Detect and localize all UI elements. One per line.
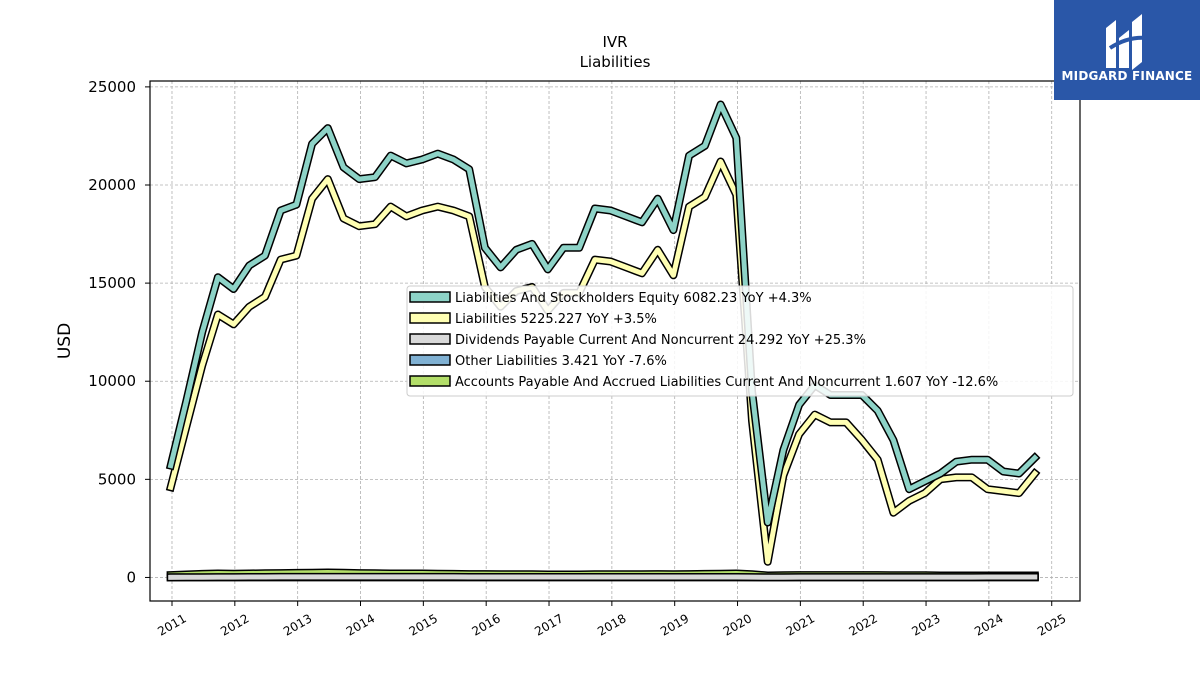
x-tick-label: 2015 — [407, 611, 440, 638]
legend-swatch — [409, 291, 451, 303]
legend-label: Dividends Payable Current And Noncurrent… — [455, 333, 866, 348]
series-1 — [165, 100, 1041, 527]
legend-swatch — [409, 333, 451, 345]
x-tick-label: 2012 — [218, 611, 251, 638]
x-tick-label: 2011 — [155, 611, 188, 638]
x-tick-label: 2022 — [846, 611, 879, 638]
x-tick-label: 2018 — [595, 611, 628, 638]
y-tick-label: 15000 — [88, 274, 136, 292]
series-2 — [165, 157, 1041, 566]
legend: Liabilities And Stockholders Equity 6082… — [406, 285, 1074, 397]
x-tick-label: 2021 — [784, 611, 817, 638]
legend-swatch — [409, 375, 451, 387]
chart-title: IVR — [602, 33, 627, 51]
x-tick-label: 2016 — [469, 611, 502, 638]
legend-label: Accounts Payable And Accrued Liabilities… — [455, 375, 998, 390]
legend-swatch — [409, 354, 451, 366]
x-tick-label: 2013 — [281, 611, 314, 638]
brand-mark-icon — [1106, 14, 1149, 70]
legend-label: Liabilities 5225.227 YoY +3.5% — [455, 312, 657, 327]
chart-subtitle: Liabilities — [580, 53, 651, 71]
series-line — [167, 102, 1039, 525]
x-tick-label: 2020 — [721, 611, 754, 638]
y-tick-label: 20000 — [88, 176, 136, 194]
y-tick-label: 5000 — [98, 470, 136, 488]
series-line — [167, 159, 1039, 565]
legend-box — [406, 285, 1074, 397]
y-tick-label: 0 — [126, 568, 136, 586]
legend-label: Other Liabilities 3.421 YoY -7.6% — [455, 354, 667, 369]
brand-name: MIDGARD FINANCE — [1061, 69, 1193, 83]
y-axis-label: USD — [55, 323, 75, 359]
x-tick-label: 2017 — [532, 611, 565, 638]
legend-swatch — [409, 312, 451, 324]
brand-logo: MIDGARD FINANCE — [1054, 0, 1200, 100]
x-tick-label: 2014 — [344, 611, 377, 638]
legend-label: Liabilities And Stockholders Equity 6082… — [455, 291, 812, 306]
y-tick-label: 10000 — [88, 372, 136, 390]
series-layer — [165, 100, 1041, 582]
plot-frame — [149, 80, 1081, 602]
y-tick-label: 25000 — [88, 78, 136, 96]
x-tick-label: 2023 — [909, 611, 942, 638]
x-tick-label: 2019 — [658, 611, 691, 638]
x-tick-label: 2024 — [972, 611, 1005, 638]
x-tick-label: 2025 — [1035, 611, 1068, 638]
